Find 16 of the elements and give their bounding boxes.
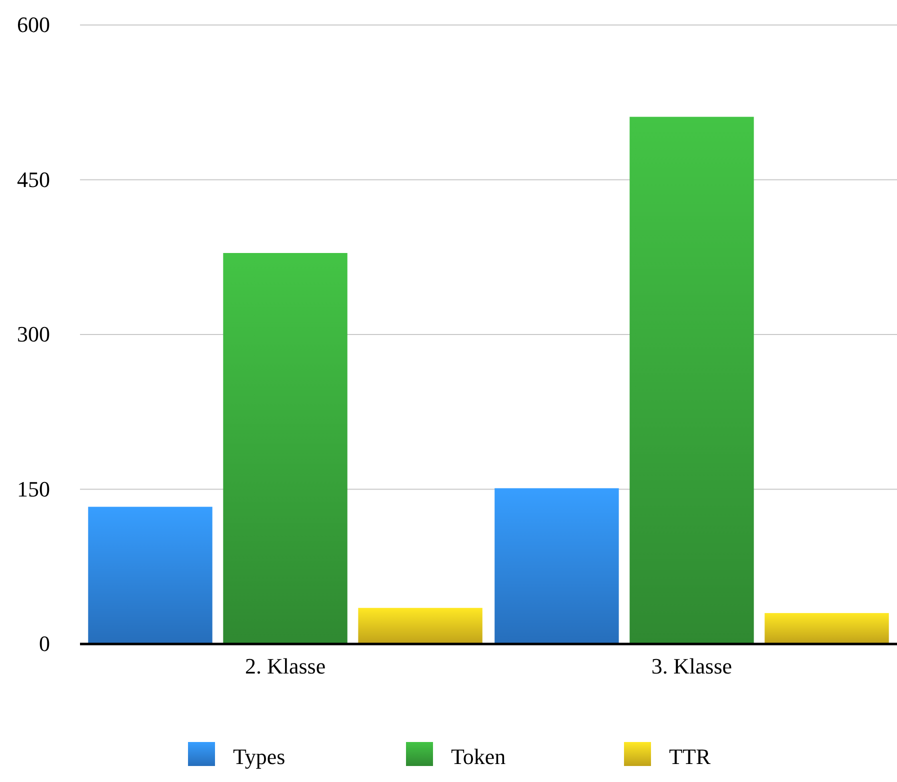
bar xyxy=(358,608,482,644)
legend-label: Token xyxy=(451,744,506,769)
bar xyxy=(764,613,889,644)
y-tick-label: 450 xyxy=(17,166,50,192)
bar xyxy=(494,488,619,644)
x-tick-label: 2. Klasse xyxy=(244,654,326,679)
bar xyxy=(223,253,348,644)
y-tick-label: 0 xyxy=(39,631,50,656)
bar xyxy=(88,506,212,644)
legend-label: Types xyxy=(233,744,286,769)
y-tick-label: 150 xyxy=(17,476,50,502)
x-tick-label: 3. Klasse xyxy=(651,654,732,679)
y-tick-label: 300 xyxy=(17,322,50,347)
legend-label: TTR xyxy=(669,744,711,769)
y-tick-label: 600 xyxy=(17,12,50,38)
bar xyxy=(630,116,754,644)
